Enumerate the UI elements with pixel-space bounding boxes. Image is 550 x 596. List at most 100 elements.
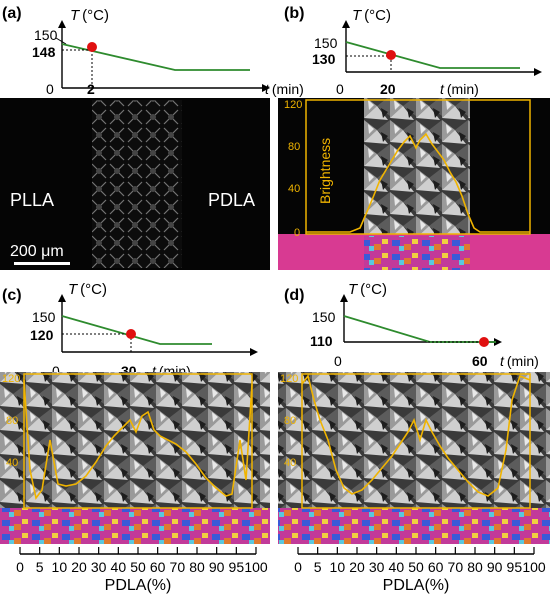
pdla-tick-label-left-30: 30 [91, 559, 107, 575]
t-marked-b: 130 [312, 51, 336, 67]
brightness-curve-b [306, 132, 530, 233]
x-zero-d: 0 [334, 353, 342, 369]
panel-label-b: (b) [284, 5, 304, 22]
temp-axis-label-a: T (°C) [70, 7, 109, 24]
birefringence-strip-c [0, 508, 270, 544]
pdla-tick-label-right-80: 80 [467, 559, 483, 575]
pdla-tick-label-left-70: 70 [170, 559, 186, 575]
overlay-frame-b [305, 99, 531, 235]
pdla-tick-label-left-20: 20 [71, 559, 87, 575]
cooling-curve-b [345, 41, 520, 69]
pdla-tick-label-right-30: 30 [369, 559, 385, 575]
x-marked-b: 20 [380, 81, 396, 97]
pdla-axis-left: PDLA(%) 0 5 10 20 30 40 50 60 70 80 90 95 100 [16, 547, 268, 594]
t-start-a: 150 [34, 27, 58, 43]
t-start-b: 150 [314, 35, 338, 51]
spherulite-band-a [92, 100, 182, 268]
t-marked-d: 110 [310, 333, 333, 349]
temp-axis-label-d: T (°C) [348, 281, 387, 298]
t-marked-c: 120 [30, 327, 54, 343]
pdla-axis-right: PDLA(%) 0 5 10 20 30 40 50 60 70 80 90 95 100 [294, 547, 546, 594]
pdla-tick-label-left-5: 5 [36, 559, 44, 575]
y-arrow-a [58, 20, 66, 28]
pdla-tick-label-right-100: 100 [522, 559, 546, 575]
pdla-tick-label-right-50: 50 [408, 559, 424, 575]
pdla-tick-label-right-10: 10 [330, 559, 346, 575]
panel-label-d: (d) [284, 287, 304, 304]
x-marked-a: 2 [87, 81, 95, 97]
cooling-curve-a [61, 43, 250, 71]
y-arrow-b [342, 20, 350, 28]
t-start-d: 150 [312, 309, 336, 325]
pdla-tick-label-left-100: 100 [244, 559, 268, 575]
ytick-d-40: 40 [284, 457, 296, 469]
panel-label-a: (a) [2, 5, 22, 22]
ytick-b-120: 120 [284, 99, 302, 111]
ytick-c-80: 80 [6, 415, 18, 427]
marker-a [87, 42, 97, 52]
micrograph-b: 120 80 40 0 Brightness [278, 98, 550, 270]
ytick-d-120: 120 [280, 373, 298, 385]
time-axis-label-a: t (min) [265, 81, 304, 97]
crystal-band-b [364, 98, 470, 234]
pdla-tick-label-right-0: 0 [294, 559, 302, 575]
plla-label: PLLA [10, 190, 54, 210]
birefringence-strip-d [278, 508, 550, 544]
pdla-tick-label-left-90: 90 [209, 559, 225, 575]
pdla-tick-label-left-0: 0 [16, 559, 24, 575]
pdla-tick-label-right-95: 95 [507, 559, 523, 575]
marker-c [126, 329, 136, 339]
marker-d [479, 337, 489, 347]
crystal-field-d [278, 372, 550, 508]
brightness-curve-d [301, 374, 531, 497]
pdla-title-left: PDLA(%) [105, 577, 172, 594]
x-arrow-b [534, 68, 542, 76]
panel-d: (d) T (°C) t (min) 150 110 0 60 120 80 40 [278, 281, 550, 544]
x-marked-d: 60 [472, 353, 488, 369]
pdla-tick-label-left-40: 40 [111, 559, 127, 575]
brightness-curve-c [23, 379, 253, 500]
y-arrow-c [58, 294, 66, 302]
time-axis-label-d: t (min) [500, 353, 539, 369]
micrograph-c: 120 80 40 [0, 372, 270, 544]
pdla-tick-label-left-10: 10 [52, 559, 68, 575]
cooling-curve-d [343, 315, 496, 343]
pdla-tick-label-left-95: 95 [229, 559, 245, 575]
cooling-curve-c [61, 315, 212, 345]
panel-c: (c) T (°C) t (min) 150 120 0 30 120 80 40 [0, 281, 270, 544]
panel-a: (a) T (°C) t (min) 150 148 0 2 PLLA PDLA 2… [0, 5, 304, 270]
x-zero-c: 0 [52, 363, 60, 379]
scalebar [14, 262, 70, 265]
x-zero-a: 0 [46, 81, 54, 97]
temperature-profile-d: T (°C) t (min) 150 110 0 60 [310, 281, 539, 369]
panel-label-c: (c) [2, 287, 22, 304]
marker-b [386, 50, 396, 60]
temp-axis-label-b: T (°C) [352, 7, 391, 24]
micrograph-d: 120 80 40 [278, 372, 550, 544]
micrograph-a: PLLA PDLA 200 μm [0, 98, 270, 270]
pdla-tick-label-left-50: 50 [130, 559, 146, 575]
t-start-c: 150 [32, 309, 56, 325]
pdla-tick-label-left-60: 60 [150, 559, 166, 575]
pdla-tick-label-right-90: 90 [487, 559, 503, 575]
ytick-b-40: 40 [288, 183, 300, 195]
temperature-profile-c: T (°C) t (min) 150 120 0 30 [30, 281, 258, 379]
x-zero-b: 0 [336, 81, 344, 97]
x-arrow-a [262, 84, 270, 92]
ytick-d-80: 80 [284, 415, 296, 427]
ytick-c-40: 40 [6, 457, 18, 469]
y-arrow-d [340, 294, 348, 302]
pdla-tick-label-left-80: 80 [189, 559, 205, 575]
time-axis-label-b: t (min) [440, 81, 479, 97]
pdla-tick-label-right-60: 60 [428, 559, 444, 575]
ytick-b-80: 80 [288, 141, 300, 153]
ytick-b-0: 0 [294, 227, 300, 239]
pdla-label: PDLA [208, 190, 255, 210]
temperature-profile-b: T (°C) t (min) 150 130 0 20 [312, 7, 542, 97]
pdla-tick-label-right-70: 70 [448, 559, 464, 575]
x-arrow-c [250, 348, 258, 356]
pdla-title-right: PDLA(%) [383, 577, 450, 594]
ytick-c-120: 120 [2, 373, 20, 385]
pointer-a [55, 37, 67, 45]
